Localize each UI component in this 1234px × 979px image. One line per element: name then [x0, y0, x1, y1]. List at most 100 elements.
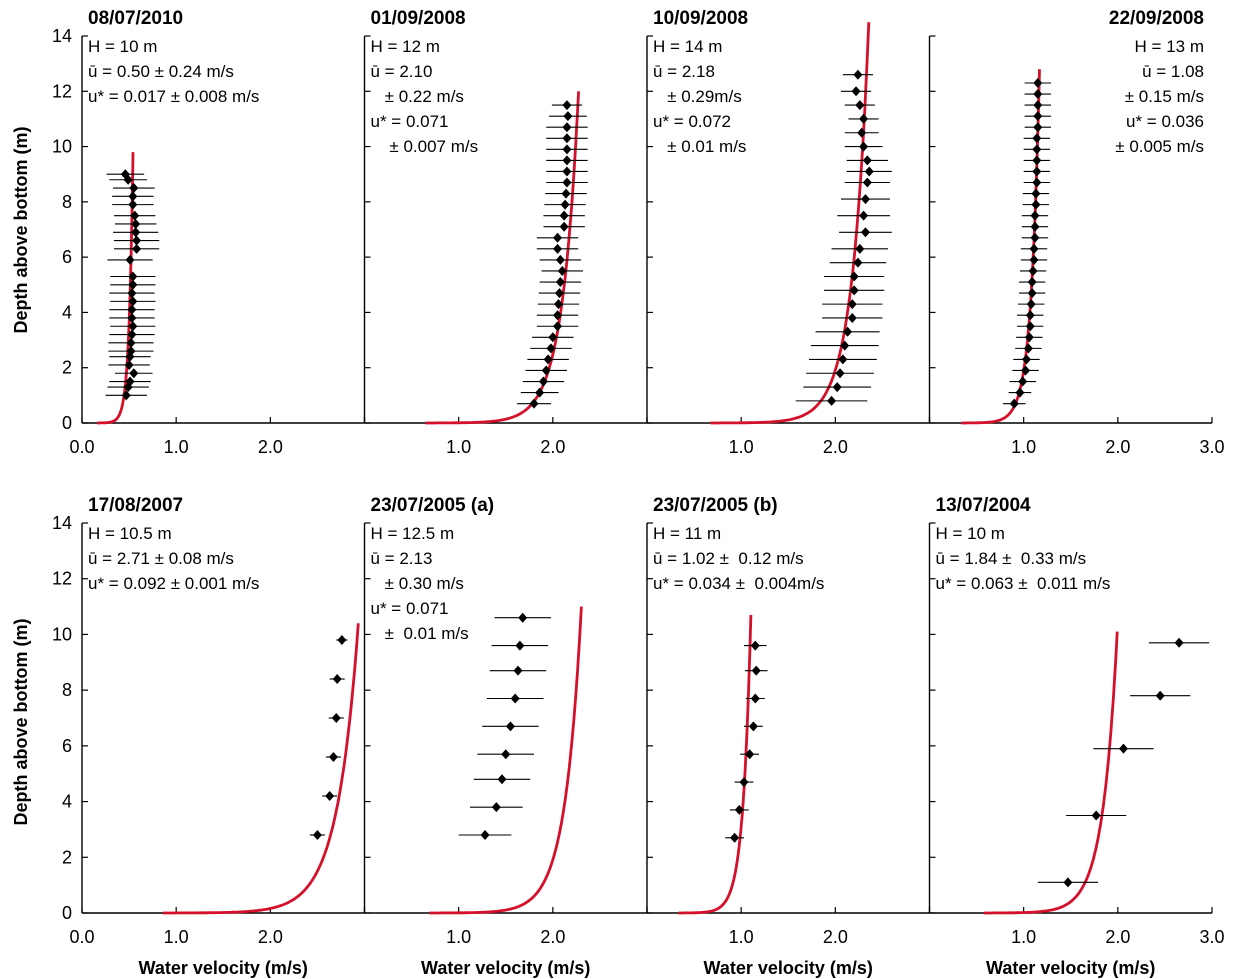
panel-title: 23/07/2005 (b): [653, 495, 778, 516]
panel-annotation: ± 0.22 m/s: [371, 87, 464, 106]
data-point: [546, 343, 556, 354]
y-axis-label-top: Depth above bottom (m): [11, 127, 31, 334]
x-tick-label: 1.0: [1011, 927, 1036, 947]
data-point: [518, 612, 528, 623]
panel-annotation: H = 11 m: [653, 524, 721, 543]
data-point: [1174, 637, 1184, 648]
data-point: [1025, 310, 1035, 321]
data-point: [847, 312, 857, 323]
panel-title: 22/09/2008: [1109, 8, 1204, 29]
data-point: [840, 340, 850, 351]
data-point: [127, 304, 137, 315]
data-point: [121, 390, 131, 401]
panel-annotation: ū = 1.08: [1142, 62, 1204, 81]
panel-7: 1.0 2.0 Water velocity (m/s) 23/07/2005 (b)…: [646, 495, 931, 978]
data-point: [1030, 232, 1040, 243]
data-point: [491, 802, 501, 813]
data-point: [1026, 299, 1036, 310]
x-tick-label: 2.0: [823, 927, 848, 947]
data-point: [1032, 155, 1042, 166]
fit-curve: [425, 91, 580, 425]
panel-annotation: ± 0.005 m/s: [1115, 137, 1204, 156]
data-point: [129, 368, 139, 379]
data-point: [562, 100, 572, 111]
data-point: [847, 299, 857, 310]
data-point: [328, 752, 338, 762]
data-point: [734, 804, 744, 815]
y-tick-label: 6: [62, 736, 72, 756]
data-point: [832, 382, 842, 393]
data-point: [1024, 332, 1034, 343]
x-axis-label: Water velocity (m/s): [986, 958, 1155, 978]
y-tick-label: 2: [62, 358, 72, 378]
data-point: [851, 86, 861, 97]
x-tick-label: 2.0: [823, 437, 848, 457]
data-point: [541, 365, 551, 376]
data-point: [529, 398, 539, 409]
data-point: [128, 271, 138, 282]
panel-title: 01/09/2008: [371, 8, 466, 29]
data-point: [312, 830, 322, 840]
panel-annotation: ū = 1.84 ± 0.33 m/s: [936, 549, 1087, 568]
panel-title: 13/07/2004: [936, 495, 1032, 516]
data-point: [739, 777, 749, 788]
panel-annotation: ū = 2.13: [371, 549, 433, 568]
data-point: [555, 277, 565, 288]
data-point: [126, 337, 136, 348]
data-point: [132, 243, 142, 254]
y-axis-label-bottom: Depth above bottom (m): [11, 619, 31, 826]
data-point: [543, 354, 553, 365]
panel-annotation: H = 10 m: [88, 37, 157, 56]
panel-5: 0 2 4 6 8 10 12 14 0.0 1.0 2.0 Water velocity (m/s)…: [52, 495, 366, 978]
panel-annotation: H = 12.5 m: [371, 524, 455, 543]
y-tick-label: 12: [52, 81, 72, 101]
data-point: [1009, 398, 1019, 409]
panel-annotation: u* = 0.071: [371, 599, 449, 618]
panel-title: 08/07/2010: [88, 8, 183, 29]
data-point: [555, 254, 565, 265]
data-point: [510, 693, 520, 704]
panel-annotation: u* = 0.034 ± 0.004m/s: [653, 574, 824, 593]
data-point: [1028, 265, 1038, 276]
data-point: [132, 235, 142, 246]
panel-annotation: u* = 0.071: [371, 112, 449, 131]
panel-annotation: u* = 0.072: [653, 112, 731, 131]
data-point: [553, 310, 563, 321]
data-point: [1033, 77, 1043, 88]
panel-6: 1.0 2.0 Water velocity (m/s) 23/07/2005 (a)…: [363, 495, 648, 978]
data-point: [859, 113, 869, 124]
data-point: [1033, 122, 1043, 133]
data-point: [128, 321, 138, 332]
data-point: [860, 194, 870, 205]
data-point: [553, 321, 563, 332]
panel-annotation: ū = 2.71 ± 0.08 m/s: [88, 549, 234, 568]
data-point: [864, 166, 874, 177]
data-point: [750, 693, 760, 704]
data-point: [853, 69, 863, 80]
panel-title: 23/07/2005 (a): [371, 495, 495, 516]
data-point: [562, 144, 572, 155]
y-tick-label: 14: [52, 26, 72, 46]
y-tick-label: 8: [62, 680, 72, 700]
data-point: [562, 133, 572, 144]
data-point: [855, 243, 865, 254]
panel-annotation: H = 10.5 m: [88, 524, 172, 543]
panel-annotation: ± 0.30 m/s: [371, 574, 464, 593]
data-point: [730, 832, 740, 843]
x-tick-label: 1.0: [1011, 437, 1036, 457]
panel-4: 1.0 2.0 3.0 22/09/2008 H = 13 m ū = 1.08 ± 0.1…: [928, 8, 1225, 457]
data-point: [838, 354, 848, 365]
y-tick-label: 0: [62, 903, 72, 923]
data-point: [860, 227, 870, 238]
data-point: [1027, 277, 1037, 288]
data-point: [1018, 376, 1028, 387]
data-point: [1029, 254, 1039, 265]
data-point: [1030, 210, 1040, 221]
data-point: [827, 395, 837, 406]
data-point: [859, 141, 869, 152]
fit-curve: [678, 614, 753, 915]
x-tick-label: 1.0: [164, 437, 189, 457]
x-tick-label: 3.0: [1199, 437, 1224, 457]
x-tick-label: 3.0: [1199, 927, 1224, 947]
data-point: [862, 177, 872, 188]
